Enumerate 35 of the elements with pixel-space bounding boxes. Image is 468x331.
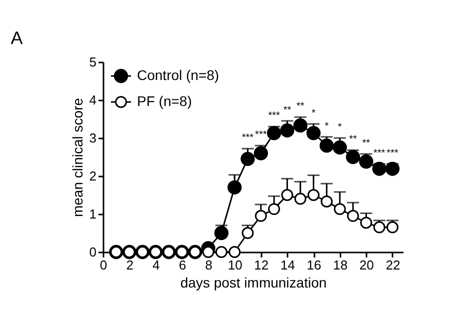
- y-tick-label: 2: [89, 168, 96, 184]
- annotation: ***: [255, 130, 267, 141]
- annotation: ***: [242, 132, 254, 144]
- x-tick-label: 4: [152, 258, 160, 272]
- y-tick-label: 5: [89, 54, 96, 70]
- x-tick-label: 14: [280, 258, 295, 272]
- legend-label: Control (n=8): [137, 67, 220, 83]
- annotation: ***: [373, 148, 386, 159]
- y-axis-title: mean clinical score: [69, 98, 86, 218]
- y-tick-label: 1: [89, 206, 96, 222]
- x-tick-label: 18: [333, 258, 348, 272]
- annotation: **: [283, 104, 292, 116]
- x-tick-label: 10: [228, 258, 242, 272]
- annotation: *: [312, 108, 316, 119]
- legend-label: PF (n=8): [137, 93, 192, 109]
- x-tick-label: 22: [386, 258, 400, 272]
- y-tick-label: 0: [89, 244, 96, 260]
- x-tick-label: 8: [205, 258, 212, 272]
- annotation: **: [296, 101, 304, 112]
- chart-title: A: [10, 28, 23, 48]
- annotation: *: [324, 120, 329, 132]
- x-tick-label: 6: [178, 258, 186, 272]
- annotation: ***: [268, 110, 280, 122]
- x-tick-label: 0: [100, 258, 108, 272]
- annotation: ***: [386, 148, 398, 159]
- x-tick-label: 2: [126, 258, 134, 272]
- annotation: **: [349, 134, 357, 146]
- x-axis-title: days post immunization: [180, 274, 327, 290]
- x-tick-label: 12: [254, 258, 269, 272]
- annotation: *: [338, 122, 342, 133]
- x-tick-label: 16: [306, 258, 322, 272]
- y-tick-label: 4: [89, 92, 96, 108]
- annotation: **: [362, 138, 370, 149]
- x-tick-label: 20: [359, 258, 374, 272]
- y-tick-label: 3: [89, 130, 96, 146]
